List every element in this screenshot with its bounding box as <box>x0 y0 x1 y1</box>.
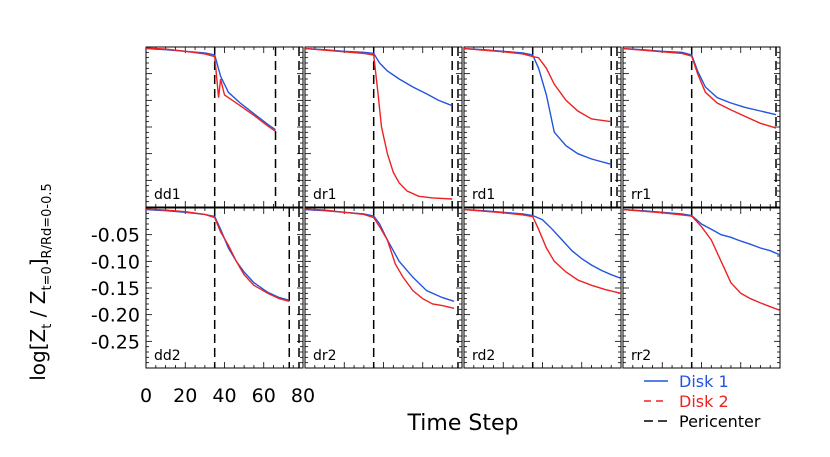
panel-label: rr2 <box>631 348 651 364</box>
series-disk1-line <box>305 208 455 302</box>
panel-plot-area <box>623 47 777 207</box>
panel-plot-area <box>146 208 300 368</box>
x-tick-label: 60 <box>252 385 276 407</box>
legend-label-disk2: Disk 2 <box>679 392 729 411</box>
panel-label: dr2 <box>313 348 337 364</box>
y-tick-label: -0.10 <box>91 251 140 273</box>
y-tick-label: -0.15 <box>91 278 140 300</box>
series-disk1-line <box>623 208 780 256</box>
x-tick-label: 0 <box>140 385 152 407</box>
panel-rr1: rr1 <box>622 46 781 208</box>
panel-plot-area <box>305 208 459 368</box>
y-label-sub2: t=0 <box>40 266 55 290</box>
y-label-sub1: t <box>40 324 55 329</box>
y-label-main: log[Z <box>26 329 50 381</box>
panel-grid: dd1 dr1 rd1 rr1 dd2 dr2 rd2 rr2 <box>145 46 781 369</box>
legend: Disk 1 Disk 2 Pericenter <box>644 372 761 431</box>
panel-label: rd1 <box>472 187 495 203</box>
series-disk2-line <box>146 47 276 132</box>
y-label-sub3: R/Rd=0-0.5 <box>40 183 55 258</box>
series-disk2-line <box>623 208 780 312</box>
x-tick-label: 20 <box>173 385 197 407</box>
panel-rd2: rd2 <box>463 207 622 369</box>
series-disk2-line <box>305 208 455 309</box>
x-tick-label: 40 <box>212 385 236 407</box>
panel-label: dr1 <box>313 187 337 203</box>
panel-frame <box>622 207 781 369</box>
panel-label: dd1 <box>154 187 181 203</box>
panel-dr1: dr1 <box>304 46 463 208</box>
y-label-mid: / Z <box>26 291 50 324</box>
panel-plot-area <box>464 47 618 207</box>
panel-frame <box>145 207 304 369</box>
panel-dd1: dd1 <box>145 46 304 208</box>
panel-frame <box>304 46 463 208</box>
panel-plot-area <box>464 208 621 368</box>
y-tick-label: -0.05 <box>91 225 140 247</box>
series-disk2-line <box>623 47 777 129</box>
panel-dr2: dr2 <box>304 207 463 369</box>
y-tick-label: -0.25 <box>91 331 140 353</box>
panel-plot-area <box>623 208 780 368</box>
panel-frame <box>622 46 781 208</box>
series-disk2-line <box>146 208 290 302</box>
panel-rr2: rr2 <box>622 207 781 369</box>
panel-label: dd2 <box>154 348 181 364</box>
legend-label-disk1: Disk 1 <box>679 372 729 391</box>
panel-label: rd2 <box>472 348 495 364</box>
panel-frame <box>145 46 304 208</box>
legend-label-pericenter: Pericenter <box>679 412 761 431</box>
panel-frame <box>463 46 622 208</box>
x-tick-label: 80 <box>291 385 315 407</box>
panel-plot-area <box>146 47 300 207</box>
panel-plot-area <box>305 47 459 207</box>
y-tick-labels: -0.05 -0.10 -0.15 -0.20 -0.25 <box>91 225 140 354</box>
series-disk2-line <box>305 47 453 200</box>
panel-dd2: dd2 <box>145 207 304 369</box>
x-tick-labels: 0 20 40 60 80 <box>140 385 315 407</box>
x-axis-label: Time Step <box>407 411 519 436</box>
y-axis-label: log[Zt / Zt=0]R/Rd=0-0.5 <box>26 183 55 381</box>
panel-frame <box>463 207 622 369</box>
series-disk1-line <box>464 208 621 280</box>
panel-rd1: rd1 <box>463 46 622 208</box>
panel-label: rr1 <box>631 187 651 203</box>
y-tick-label: -0.20 <box>91 305 140 327</box>
series-disk1-line <box>623 47 777 116</box>
y-label-close: ] <box>26 258 50 266</box>
series-disk1-line <box>464 47 612 165</box>
series-disk2-line <box>464 208 621 294</box>
series-disk2-line <box>464 47 612 123</box>
